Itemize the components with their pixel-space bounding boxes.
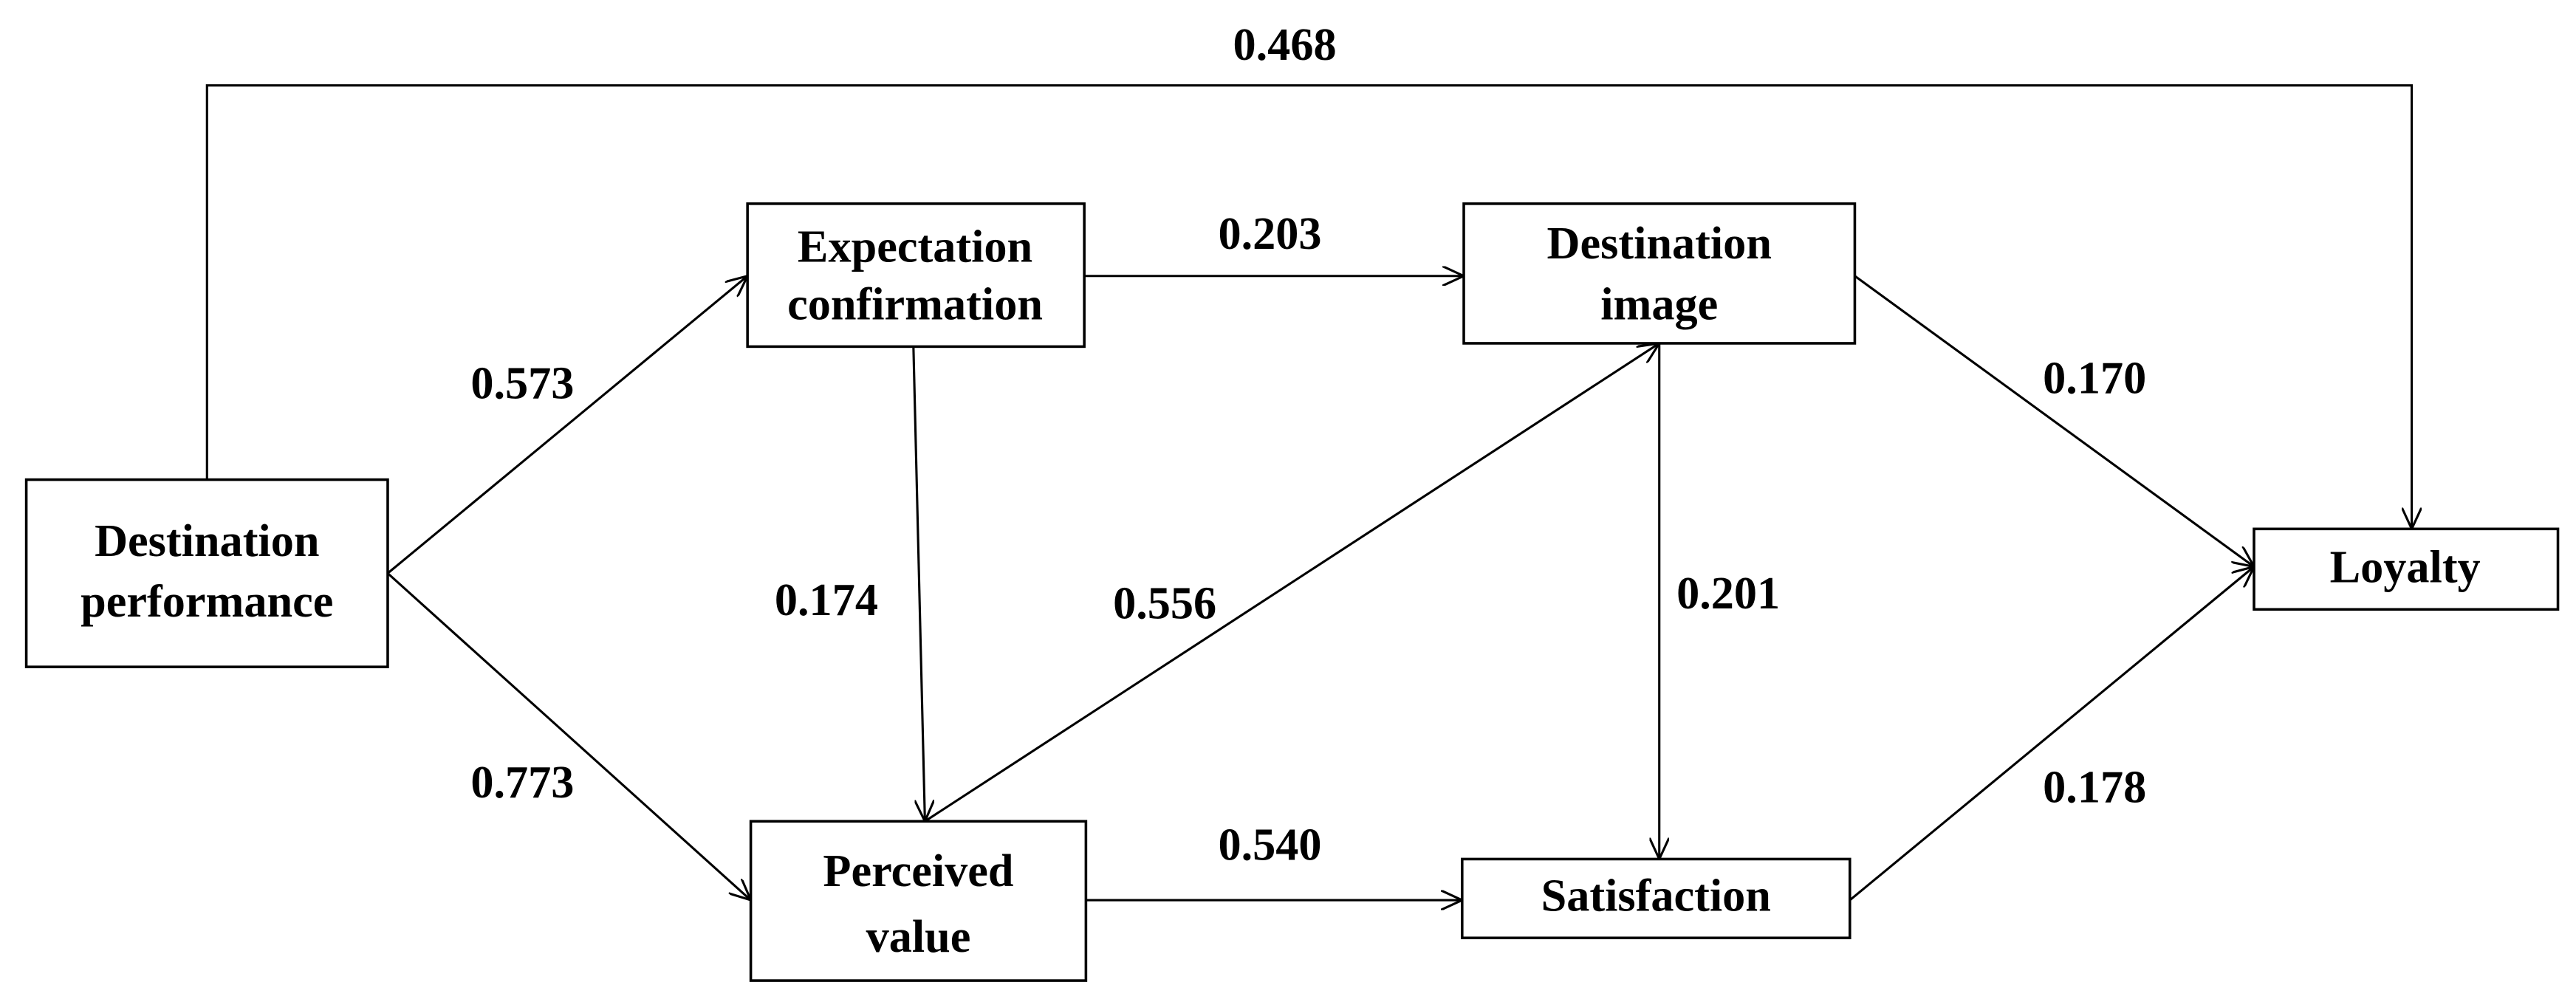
node-label: Expectation: [798, 222, 1032, 272]
node-label: Destination: [95, 516, 319, 566]
node-label: Destination: [1547, 219, 1772, 269]
edge: [386, 572, 751, 900]
edge-label: 0.540: [1218, 820, 1321, 870]
node-label: performance: [80, 577, 333, 627]
edge: [386, 276, 747, 574]
node-label: Satisfaction: [1541, 871, 1771, 921]
edge-label: 0.573: [470, 358, 574, 408]
edge: [924, 343, 1659, 823]
edges: [205, 84, 2411, 902]
node-label: Perceived: [823, 846, 1013, 896]
node-box: [1462, 202, 1857, 345]
coefficients: 0.468 0.573 0.773 0.203 0.174 0.556 0.20…: [470, 20, 2146, 870]
node-label: image: [1600, 280, 1718, 330]
node-label: confirmation: [787, 280, 1043, 330]
edge-label: 0.170: [2043, 354, 2146, 404]
edge-label: 0.468: [1233, 20, 1336, 70]
edge: [912, 346, 925, 821]
node-label: value: [866, 912, 971, 962]
node-box: [746, 202, 1086, 349]
node-label: Loyalty: [2330, 542, 2481, 592]
edge-label: 0.773: [470, 758, 574, 808]
node-box: [749, 820, 1088, 982]
nodes: Destination performance Expectation conf…: [24, 202, 2560, 982]
edge-label: 0.201: [1676, 569, 1780, 619]
node-box: [2253, 527, 2560, 611]
edge-label: 0.203: [1218, 209, 1321, 259]
edge-label: 0.556: [1113, 578, 1216, 628]
edge: [205, 84, 2411, 529]
edge: [1849, 566, 2254, 902]
node-box: [1461, 857, 1852, 939]
edge: [1854, 275, 2254, 567]
edge-label: 0.178: [2043, 763, 2146, 813]
node-box: [24, 478, 389, 668]
edge-label: 0.174: [775, 575, 878, 625]
